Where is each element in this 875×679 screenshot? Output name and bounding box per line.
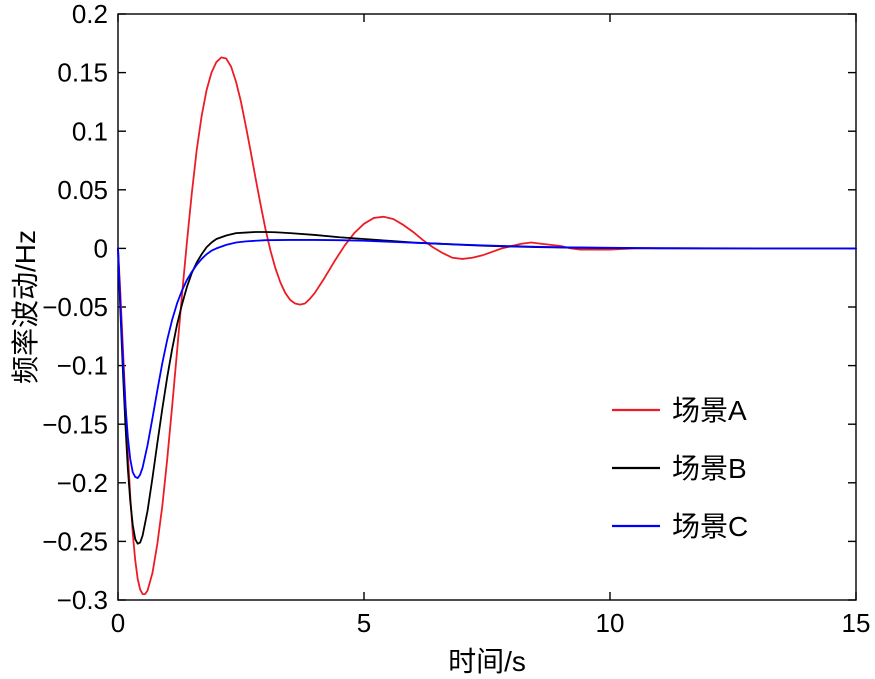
- y-tick-label: −0.25: [42, 527, 108, 557]
- legend-label: 场景A: [672, 395, 747, 426]
- series-lines: [117, 56, 857, 596]
- x-axis-title: 时间/s: [448, 646, 526, 677]
- x-tick-label: 15: [842, 608, 871, 638]
- legend-label: 场景B: [672, 453, 747, 484]
- y-axis-ticks: −0.3 −0.25 −0.2 −0.15 −0.1 −0.05 0 0.05 0.1 0.15 0…: [42, 0, 856, 615]
- plot-area-box: [117, 13, 857, 601]
- y-tick-label: 0.1: [72, 116, 108, 146]
- legend-entry: 场景C: [612, 511, 748, 542]
- x-tick-label: 5: [357, 608, 371, 638]
- series-line-c: [117, 239, 857, 480]
- x-tick-label: 0: [111, 608, 125, 638]
- y-tick-label: 0.15: [57, 58, 108, 88]
- x-axis-ticks: 0 5 10 15: [111, 14, 871, 638]
- y-tick-label: −0.2: [57, 468, 108, 498]
- legend-entry: 场景A: [612, 395, 747, 426]
- legend-label: 场景C: [672, 511, 748, 542]
- x-tick-label: 10: [596, 608, 625, 638]
- y-axis-title: 频率波动/Hz: [10, 229, 41, 385]
- y-tick-label: −0.05: [42, 292, 108, 322]
- y-tick-label: 0: [94, 234, 108, 264]
- legend: 场景A 场景B 场景C: [612, 395, 748, 542]
- series-line-a: [117, 56, 857, 596]
- y-tick-label: −0.15: [42, 409, 108, 439]
- legend-entry: 场景B: [612, 453, 747, 484]
- y-tick-label: 0.05: [57, 175, 108, 205]
- y-tick-label: −0.1: [57, 351, 108, 381]
- y-tick-label: 0.2: [72, 0, 108, 29]
- y-tick-label: −0.3: [57, 585, 108, 615]
